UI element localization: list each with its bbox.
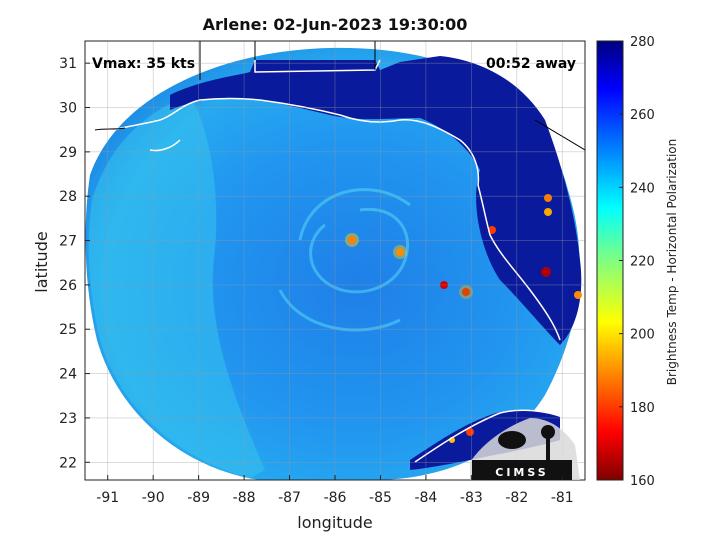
x-tick-label: -82 [505, 490, 528, 506]
vmax-label: Vmax: 35 kts [92, 56, 195, 72]
land-region [170, 56, 582, 345]
y-tick-label: 26 [59, 278, 77, 294]
x-tick-label: -81 [551, 490, 574, 506]
borders [94, 41, 585, 151]
x-tick-label: -91 [96, 490, 119, 506]
colorbar-tick-label: 160 [630, 474, 655, 489]
swath-western-band [88, 95, 265, 478]
time-away-label: 00:52 away [486, 56, 576, 72]
colorbar-tick-label: 180 [630, 401, 655, 416]
x-tick-label: -88 [233, 490, 256, 506]
coastlines [94, 59, 566, 463]
x-tick-label: -85 [369, 490, 392, 506]
colorbar-label: Brightness Temp - Horizontal Polarizatio… [665, 139, 679, 386]
x-tick-label: -90 [142, 490, 165, 506]
y-tick-label: 31 [59, 56, 77, 72]
colorbar-ticks: 160 180 200 220 240 260 280 [619, 35, 655, 489]
y-tick-label: 27 [59, 234, 77, 250]
colorbar-tick-label: 240 [630, 181, 655, 196]
colorbar-tick-label: 280 [630, 35, 655, 50]
colorbar-tick-label: 260 [630, 108, 655, 123]
colorbar-tick-label: 220 [630, 255, 655, 270]
y-tick-label: 28 [59, 189, 77, 205]
colorbar-tick-label: 200 [630, 328, 655, 343]
gridlines [85, 41, 585, 480]
x-tick-label: -84 [414, 490, 437, 506]
y-axis-label: latitude [32, 231, 51, 292]
colorbar [596, 40, 624, 481]
y-tick-label: 23 [59, 411, 77, 427]
y-tick-label: 24 [59, 367, 77, 383]
x-tick-label: -89 [187, 490, 210, 506]
logo-text: CIMSS [495, 466, 548, 479]
x-tick-label: -83 [460, 490, 483, 506]
x-tick-label: -87 [278, 490, 301, 506]
x-axis-label: longitude [297, 513, 372, 532]
map-layer [85, 41, 585, 480]
cimss-logo: CIMSS [470, 418, 580, 480]
y-tick-label: 25 [59, 322, 77, 338]
y-tick-label: 30 [59, 101, 77, 117]
y-axis-ticks: 22 23 24 25 26 27 28 29 30 31 [59, 56, 90, 471]
y-tick-label: 22 [59, 455, 77, 471]
storm-swirl [278, 188, 411, 332]
chart-title: Arlene: 02-Jun-2023 19:30:00 [203, 15, 468, 34]
x-axis-ticks: -91 -90 -89 -88 -87 -86 -85 -84 -83 -82 -81 [96, 475, 574, 506]
y-tick-label: 29 [59, 145, 77, 161]
x-tick-label: -86 [324, 490, 347, 506]
